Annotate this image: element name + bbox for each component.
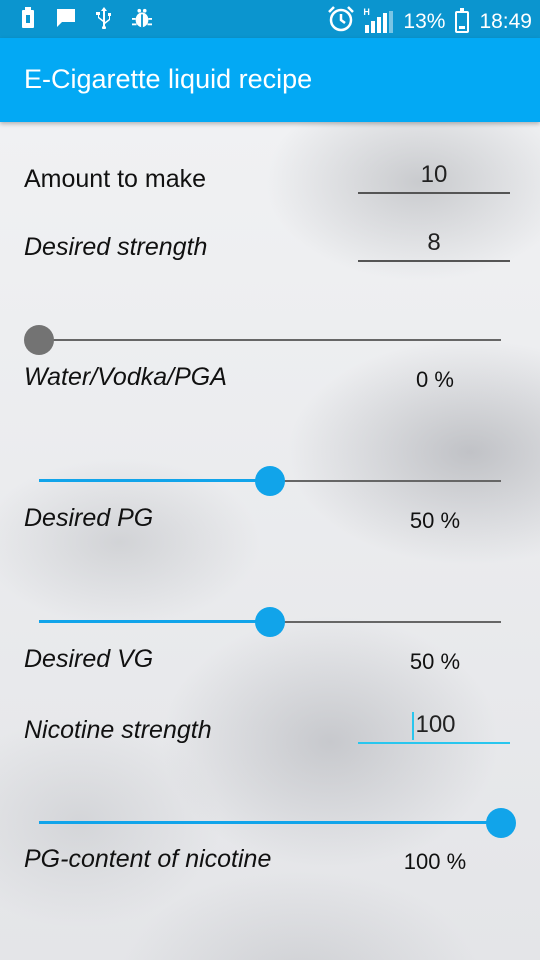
slider-fill bbox=[39, 620, 270, 623]
slider-fill bbox=[39, 479, 270, 482]
text-cursor bbox=[412, 711, 415, 740]
clock-time: 18:49 bbox=[479, 10, 532, 33]
alarm-clock-icon bbox=[327, 6, 355, 38]
nicotine-label: Nicotine strength bbox=[24, 716, 212, 744]
status-bar: H 13% 18:49 bbox=[0, 0, 540, 38]
water-percent: 0 % bbox=[416, 367, 454, 392]
usb-icon bbox=[94, 7, 114, 29]
vg-percent: 50 % bbox=[409, 649, 461, 674]
pg-nicotine-label: PG-content of nicotine bbox=[24, 845, 272, 873]
nicotine-input[interactable]: 100 bbox=[358, 708, 510, 744]
water-slider[interactable] bbox=[24, 325, 501, 355]
pg-nicotine-percent: 100 % bbox=[403, 849, 467, 874]
strength-input[interactable]: 8 bbox=[358, 226, 510, 262]
message-icon bbox=[56, 7, 76, 29]
battery-percent: 13% bbox=[403, 10, 446, 33]
water-label: Water/Vodka/PGA bbox=[24, 363, 227, 391]
vg-slider[interactable] bbox=[39, 607, 501, 637]
amount-label: Amount to make bbox=[24, 165, 207, 193]
vg-label: Desired VG bbox=[24, 645, 154, 673]
debug-bug-icon bbox=[132, 7, 152, 29]
slider-thumb[interactable] bbox=[486, 808, 516, 838]
pg-slider[interactable] bbox=[39, 466, 501, 496]
slider-thumb[interactable] bbox=[255, 466, 285, 496]
signal-strength-icon: H bbox=[363, 7, 394, 33]
pg-percent: 50 % bbox=[409, 508, 461, 533]
pg-label: Desired PG bbox=[24, 504, 154, 532]
slider-thumb[interactable] bbox=[255, 607, 285, 637]
usb-storage-icon bbox=[18, 7, 38, 29]
battery-icon bbox=[455, 8, 470, 33]
strength-label: Desired strength bbox=[24, 233, 208, 261]
nicotine-value: 100 bbox=[415, 711, 456, 738]
slider-fill bbox=[39, 821, 501, 824]
amount-input[interactable]: 10 bbox=[358, 158, 510, 194]
app-bar: E-Cigarette liquid recipe bbox=[0, 38, 540, 122]
app-title: E-Cigarette liquid recipe bbox=[24, 64, 313, 94]
slider-thumb[interactable] bbox=[24, 325, 54, 355]
pg-nicotine-slider[interactable] bbox=[39, 808, 516, 838]
